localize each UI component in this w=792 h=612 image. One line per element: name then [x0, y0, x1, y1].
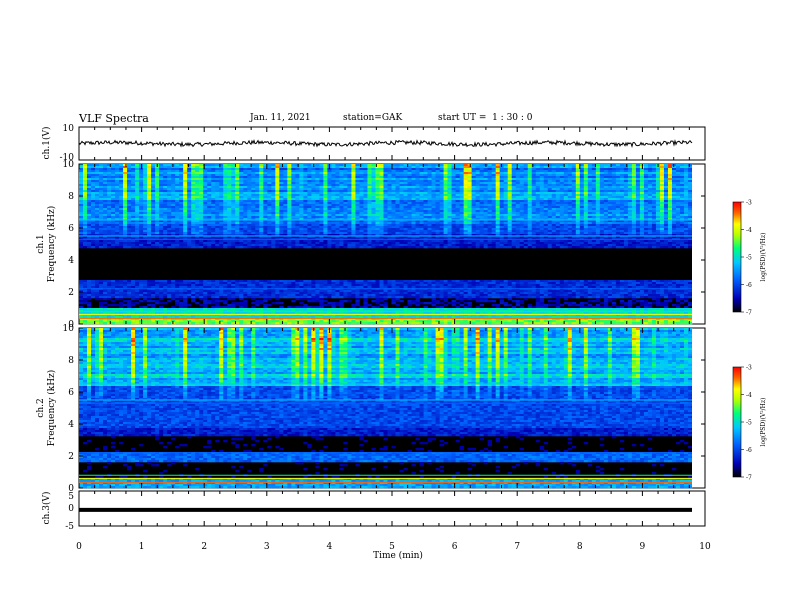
x-tick-label: 7 [514, 542, 520, 552]
colorbar-tick-label: -3 [746, 365, 752, 372]
x-tick-label: 6 [452, 542, 458, 552]
start-time-label: start UT = 1 : 30 : 0 [438, 113, 533, 123]
ch3-ytick-top: 5 [68, 492, 74, 502]
x-tick-label: 8 [577, 542, 583, 552]
ch1-spectrogram-panel: 0 2 4 6 8 10 ch.1 Frequency (kHz) [36, 160, 706, 330]
station-label: station=GAK [343, 113, 403, 123]
ch1-waveform-line [78, 139, 693, 148]
ch2-ylabel-channel: ch.2 [36, 398, 46, 417]
ch3-ylabel: ch.3(V) [41, 492, 52, 525]
ch1-waveform-panel: 10 -10 ch.1(V) [41, 124, 706, 163]
freq-ytick-label: 2 [68, 288, 74, 298]
ch1-ylabel-frequency: Frequency (kHz) [46, 206, 57, 283]
x-tick-label: 4 [327, 542, 333, 552]
colorbar-tick-label: -4 [746, 392, 752, 399]
ch2-ylabel-frequency: Frequency (kHz) [46, 370, 57, 447]
x-tick-label: 9 [640, 542, 646, 552]
x-tick-label: 10 [699, 542, 711, 552]
date-label: Jan. 11, 2021 [250, 113, 311, 123]
ch1-ylabel-channel: ch.1 [36, 234, 46, 253]
freq-ytick-label: 2 [68, 452, 74, 462]
x-tick-label: 1 [139, 542, 145, 552]
ch1-ytick-top: 10 [63, 124, 75, 134]
freq-ytick-label: 8 [68, 192, 74, 202]
ch1-colorbar: -3 -4 -5 -6 -7 log(PSD)(V²/Hz) [732, 200, 767, 317]
ch2-spectrogram-image [79, 328, 705, 489]
freq-ytick-label: 10 [63, 324, 75, 334]
freq-ytick-label: 6 [68, 224, 74, 234]
ch1-ytick-bottom: -10 [60, 153, 75, 163]
colorbar-tick-label: -5 [746, 255, 752, 262]
x-tick-label: 3 [264, 542, 270, 552]
colorbar-tick-label: -7 [746, 310, 752, 317]
ch3-waveform-panel: 5 0 -5 ch.3(V) [41, 490, 706, 532]
ch2-colorbar: -3 -4 -5 -6 -7 log(PSD)(V²/Hz) [732, 365, 767, 482]
ch2-colorbar-label: log(PSD)(V²/Hz) [760, 398, 767, 447]
ch3-ytick-mid: 0 [68, 504, 74, 514]
colorbar-tick-label: -3 [746, 200, 752, 207]
figure-title: VLF Spectra [79, 112, 149, 125]
colorbar-tick-label: -5 [746, 420, 752, 427]
colorbar-tick-label: -7 [746, 475, 752, 482]
colorbar-tick-label: -6 [746, 282, 752, 289]
ch1-colorbar-label: log(PSD)(V²/Hz) [760, 233, 767, 282]
freq-ytick-label: 8 [68, 356, 74, 366]
x-axis-label: Time (min) [373, 550, 423, 561]
colorbar-tick-label: -4 [746, 227, 752, 234]
ch1-ylabel: ch.1(V) [41, 127, 52, 160]
x-tick-label: 5 [389, 542, 395, 552]
x-tick-label: 0 [76, 542, 82, 552]
ch2-spectrogram-panel: 0 2 4 6 8 10 ch.2 Frequency (kHz) [36, 324, 706, 494]
freq-ytick-label: 6 [68, 388, 74, 398]
freq-ytick-label: 0 [68, 320, 74, 330]
colorbar-tick-label: -6 [746, 447, 752, 454]
freq-ytick-label: 4 [68, 256, 74, 266]
ch1-spectrogram-image [79, 164, 705, 325]
freq-ytick-label: 0 [68, 484, 74, 494]
x-tick-label: 2 [201, 542, 207, 552]
freq-ytick-label: 10 [63, 160, 75, 170]
ch3-ytick-bottom: -5 [65, 522, 74, 532]
freq-ytick-label: 4 [68, 420, 74, 430]
